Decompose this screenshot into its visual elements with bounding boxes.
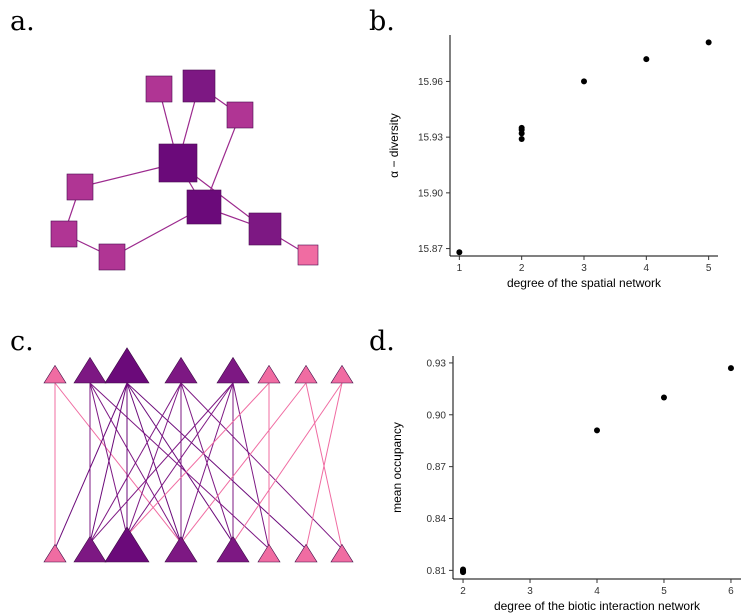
b-x-tick-label-4: 5 [706, 263, 712, 274]
spatial-node-n6 [186, 189, 222, 225]
biotic-edge-9 [126, 382, 182, 543]
biotic-top-node-t5 [216, 356, 250, 384]
biotic-edge-26 [232, 382, 343, 544]
d-x-tick-label-0: 2 [460, 586, 466, 597]
scatter-plot-b: 1 2 3 4 5 15.87 15.90 15.93 15.96 degree of the s… [387, 35, 718, 290]
d-point-4 [594, 427, 600, 434]
biotic-top-node-t3 [104, 347, 150, 384]
panel-letter-b: b. [369, 6, 395, 37]
b-x-tick-label-3: 4 [644, 263, 650, 274]
biotic-bottom-node-b7 [294, 543, 318, 563]
d-y-axis-label: mean occupancy [390, 422, 404, 513]
d-point-3 [460, 566, 467, 573]
biotic-edge-24 [180, 382, 307, 544]
biotic-bottom-node-b4 [164, 535, 198, 563]
scatter-plot-d: 2 3 4 5 6 0.81 0.84 0.87 0.90 0.93 degree of the b… [390, 356, 741, 613]
biotic-edge-1 [54, 382, 182, 544]
biotic-network [43, 347, 354, 563]
biotic-edge-20 [232, 382, 270, 549]
biotic-edge-10 [126, 382, 234, 544]
spatial-node-n10 [297, 244, 319, 266]
b-x-tick-label-0: 1 [457, 263, 463, 274]
biotic-edge-21 [89, 382, 234, 544]
biotic-edge-12 [89, 382, 182, 544]
d-y-tick-label-4: 0.93 [427, 358, 447, 369]
d-y-tick-label-3: 0.90 [427, 410, 447, 421]
d-point-5 [660, 394, 667, 401]
biotic-edge-23 [126, 382, 270, 536]
d-point-6 [727, 365, 734, 372]
biotic-edge-27 [305, 382, 343, 549]
biotic-edge-7 [89, 382, 128, 543]
b-point-7 [705, 39, 712, 46]
biotic-edge-3 [89, 382, 128, 536]
b-point-1 [518, 136, 525, 142]
b-x-axis-label: degree of the spatial network [507, 276, 662, 290]
biotic-edge-18 [180, 382, 234, 543]
biotic-top-node-t4 [164, 356, 198, 384]
b-point-6 [643, 56, 650, 63]
biotic-bottom-node-b2 [73, 535, 107, 563]
spatial-node-n2 [182, 69, 216, 103]
d-x-tick-label-4: 6 [728, 586, 734, 597]
biotic-top-node-t6 [257, 364, 281, 384]
d-x-tick-label-3: 5 [661, 586, 667, 597]
d-y-tick-label-2: 0.87 [427, 462, 447, 473]
spatial-node-n1 [145, 75, 173, 103]
biotic-edge-16 [180, 382, 343, 550]
b-x-tick-label-2: 3 [581, 263, 587, 274]
biotic-top-node-t1 [43, 364, 67, 384]
biotic-bottom-node-b8 [330, 543, 354, 563]
biotic-edge-5 [89, 382, 270, 550]
biotic-bottom-node-b3 [104, 526, 150, 563]
b-x-tick-label-1: 2 [519, 263, 525, 274]
d-x-tick-label-1: 3 [527, 586, 533, 597]
b-point-4 [518, 124, 525, 131]
biotic-bottom-node-b6 [257, 543, 281, 563]
biotic-edge-11 [126, 382, 307, 550]
d-y-tick-label-1: 0.84 [427, 514, 447, 525]
b-point-0 [456, 249, 463, 256]
spatial-node-n9 [98, 243, 126, 271]
spatial-node-n8 [248, 212, 282, 246]
b-y-tick-label-1: 15.90 [418, 188, 443, 199]
d-x-axis-label: degree of the biotic interaction network [494, 599, 701, 613]
biotic-top-node-t2 [73, 356, 107, 384]
panel-letter-d: d. [369, 326, 395, 357]
d-x-tick-label-2: 4 [594, 586, 600, 597]
biotic-bottom-node-b5 [216, 535, 250, 563]
d-y-tick-label-0: 0.81 [427, 566, 447, 577]
biotic-edge-17 [126, 382, 234, 536]
spatial-network [50, 69, 319, 271]
biotic-bottom-node-b1 [43, 543, 67, 563]
biotic-edge-13 [126, 382, 182, 536]
b-y-tick-label-0: 15.87 [418, 244, 443, 255]
panel-letter-c: c. [10, 326, 34, 357]
spatial-node-n5 [66, 173, 94, 201]
b-y-tick-label-3: 15.96 [418, 77, 443, 88]
spatial-node-n4 [158, 143, 198, 183]
biotic-top-node-t7 [294, 364, 318, 384]
spatial-node-n7 [50, 220, 78, 248]
b-y-tick-label-2: 15.93 [418, 133, 443, 144]
biotic-edge-6 [54, 382, 128, 549]
panel-letter-a: a. [10, 6, 35, 37]
spatial-node-n3 [226, 101, 254, 129]
b-point-5 [581, 78, 587, 85]
biotic-top-node-t8 [330, 364, 354, 384]
b-y-axis-label: α − diversity [387, 113, 401, 178]
